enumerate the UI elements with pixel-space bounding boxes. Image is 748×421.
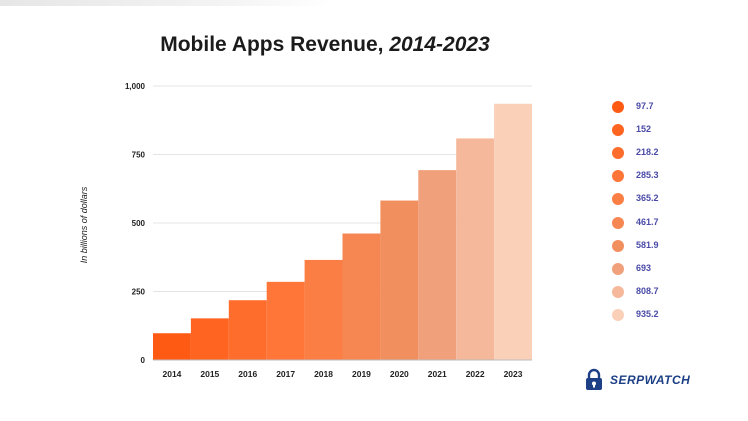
legend-value: 152 bbox=[636, 124, 652, 135]
legend-value: 808.7 bbox=[636, 285, 659, 296]
x-tick-label: 2017 bbox=[276, 369, 295, 379]
legend-swatch bbox=[612, 285, 624, 298]
y-tick-label: 500 bbox=[132, 219, 146, 228]
bar bbox=[342, 233, 381, 360]
x-tick-label: 2023 bbox=[504, 369, 523, 379]
x-tick-label: 2020 bbox=[390, 369, 409, 379]
legend-swatch bbox=[612, 147, 624, 160]
bar bbox=[266, 281, 305, 360]
y-tick-label: 0 bbox=[141, 356, 146, 365]
legend-item: 97.7 bbox=[612, 100, 722, 114]
y-tick-label: 250 bbox=[132, 288, 146, 297]
legend-item: 365.2 bbox=[612, 192, 722, 206]
legend-swatch bbox=[612, 216, 624, 229]
top-strip bbox=[0, 0, 330, 6]
x-tick-label: 2014 bbox=[162, 369, 181, 379]
legend-value: 285.3 bbox=[636, 170, 659, 181]
legend-item: 461.7 bbox=[612, 216, 722, 230]
bar bbox=[228, 300, 267, 360]
x-tick-label: 2018 bbox=[314, 369, 333, 379]
legend-swatch bbox=[612, 239, 624, 252]
legend-value: 935.2 bbox=[636, 308, 659, 319]
x-tick-label: 2021 bbox=[428, 369, 447, 379]
legend-swatch bbox=[612, 170, 624, 183]
serpwatch-logo: SERPWATCH bbox=[582, 368, 712, 394]
logo-text: SERPWATCH bbox=[610, 373, 691, 387]
bar bbox=[418, 170, 457, 360]
padlock-icon bbox=[586, 368, 602, 390]
legend-item: 693 bbox=[612, 262, 722, 276]
bar bbox=[304, 259, 343, 360]
bar bbox=[380, 200, 419, 360]
x-tick-label: 2015 bbox=[200, 369, 219, 379]
bar bbox=[190, 318, 229, 360]
chart-title: Mobile Apps Revenue, 2014-2023 bbox=[0, 33, 650, 57]
chart-title-main: Mobile Apps Revenue, bbox=[160, 33, 390, 56]
y-tick-label: 750 bbox=[132, 151, 146, 160]
bar bbox=[153, 333, 191, 360]
legend-item: 581.9 bbox=[612, 239, 722, 253]
y-tick-label: 1,000 bbox=[125, 82, 146, 91]
legend-swatch bbox=[612, 308, 624, 321]
legend-swatch bbox=[612, 193, 624, 206]
legend-item: 218.2 bbox=[612, 146, 722, 160]
bar bbox=[456, 138, 495, 360]
legend-value: 218.2 bbox=[636, 147, 659, 158]
legend-item: 808.7 bbox=[612, 285, 722, 299]
x-tick-label: 2016 bbox=[238, 369, 257, 379]
legend-value: 693 bbox=[636, 262, 652, 273]
legend-item: 152 bbox=[612, 123, 722, 137]
legend-item: 935.2 bbox=[612, 308, 722, 322]
legend-value: 461.7 bbox=[636, 216, 659, 227]
x-tick-label: 2019 bbox=[352, 369, 371, 379]
legend-swatch bbox=[612, 262, 624, 275]
legend-swatch bbox=[612, 124, 624, 137]
bar bbox=[494, 103, 532, 361]
chart-title-years: 2014-2023 bbox=[389, 33, 490, 56]
legend-value: 365.2 bbox=[636, 193, 659, 204]
legend-value: 581.9 bbox=[636, 239, 659, 250]
legend-swatch bbox=[612, 101, 624, 113]
legend-value: 97.7 bbox=[636, 101, 654, 111]
legend-item: 285.3 bbox=[612, 169, 722, 183]
x-tick-label: 2022 bbox=[466, 369, 485, 379]
